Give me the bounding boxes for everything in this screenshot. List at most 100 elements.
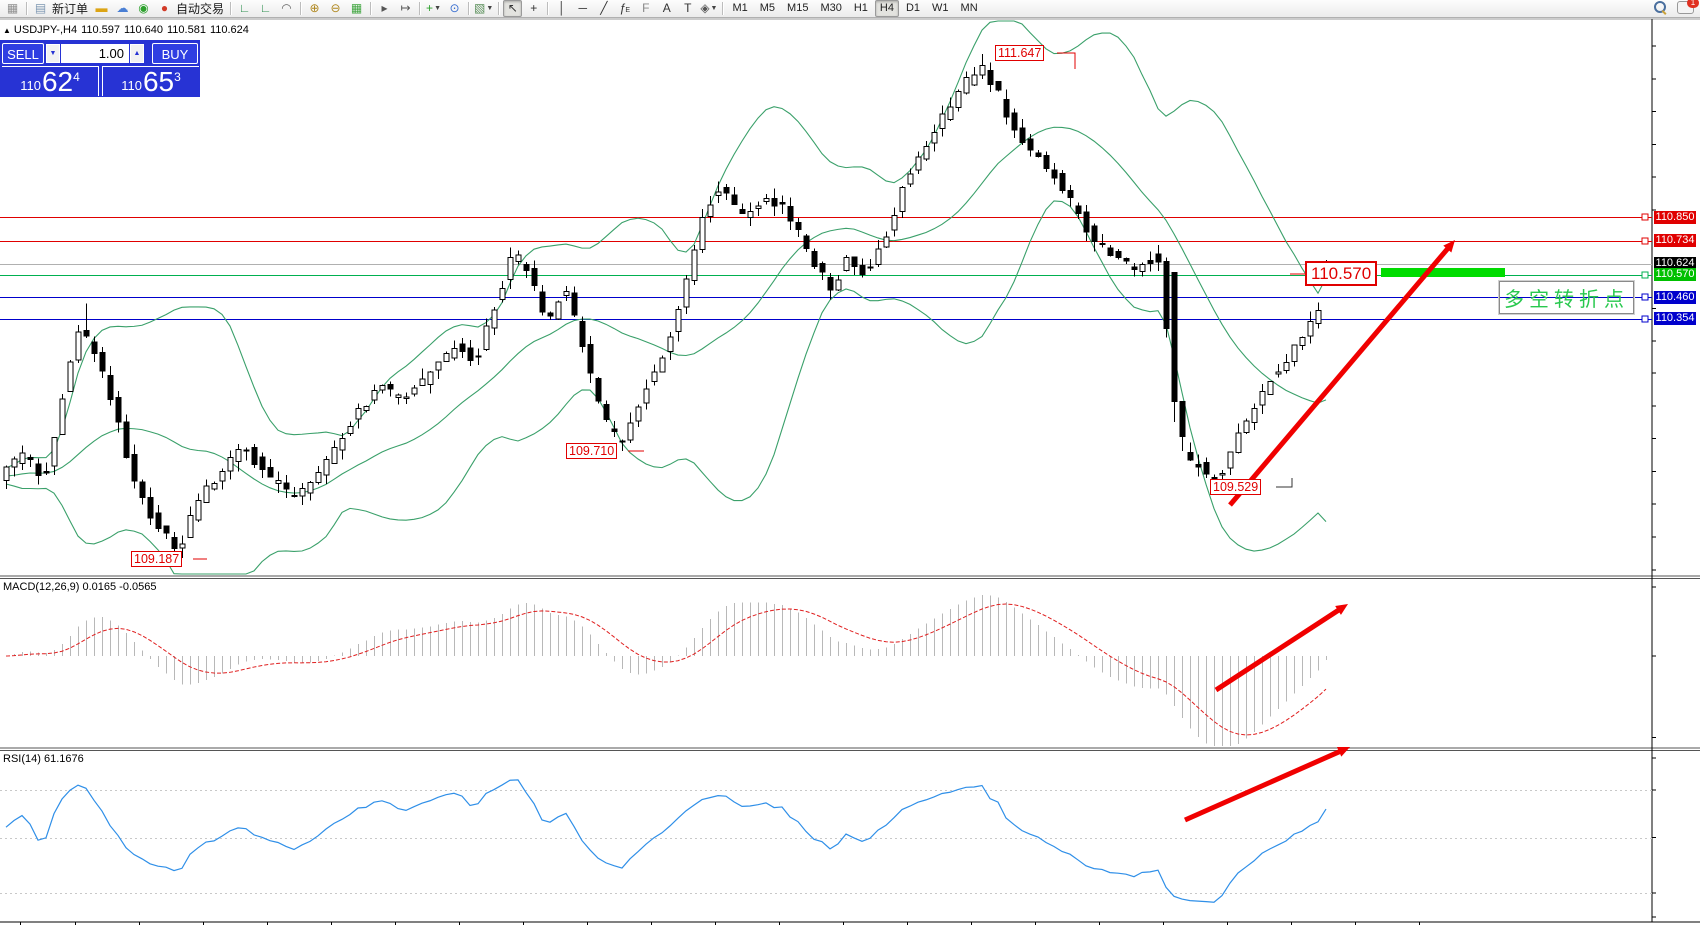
- price-level-label: 110.460: [1654, 290, 1696, 304]
- triangle-up-icon: ▲: [133, 50, 141, 57]
- timeframe-m15[interactable]: M15: [787, 2, 809, 14]
- sell-button[interactable]: SELL: [2, 43, 44, 64]
- trendline-icon[interactable]: ╱: [600, 1, 608, 15]
- symbol-info: ▲ USDJPY-,H4 110.597 110.640 110.581 110.624: [3, 24, 253, 36]
- sell-price-sup: 4: [73, 70, 80, 84]
- rsi-levels: [0, 790, 1652, 894]
- ohlc-open: 110.597: [81, 24, 121, 36]
- bollinger-bands: [5, 20, 1327, 575]
- triangle-down-icon: ▼: [49, 50, 57, 57]
- toolbar-separator: [722, 2, 724, 15]
- zoom-out-icon[interactable]: ⊖: [330, 1, 341, 15]
- navigator-icon[interactable]: ◠: [281, 1, 292, 15]
- buy-price[interactable]: 110 65 3: [102, 66, 199, 96]
- pane-borders: [0, 18, 1700, 925]
- zoom-in-icon[interactable]: ⊕: [309, 1, 320, 15]
- rsi-line: [5, 779, 1327, 903]
- macd-histogram: [6, 595, 1327, 746]
- text-icon[interactable]: A: [662, 1, 671, 15]
- toolbar-right-icons: 1: [1654, 0, 1699, 15]
- chart-type-icon[interactable]: ▧ ▼: [474, 1, 494, 15]
- shapes-icon[interactable]: ◈ ▼: [700, 1, 718, 15]
- volume-increase-button[interactable]: ▲: [130, 44, 144, 63]
- toolbar-separator: [230, 2, 232, 15]
- toolbar-separator: [26, 2, 27, 15]
- search-tail: [1661, 10, 1667, 15]
- price-level-label: 110.354: [1654, 312, 1696, 326]
- price-annotation[interactable]: 109.710: [566, 443, 618, 459]
- ohlc-high: 110.640: [124, 24, 163, 36]
- macd-label: MACD(12,26,9) 0.0165 -0.0565: [3, 581, 157, 593]
- vertical-line-icon[interactable]: │: [558, 1, 566, 15]
- highlight-bar[interactable]: [1381, 268, 1505, 277]
- price-level-label: 110.850: [1654, 210, 1696, 224]
- collapse-panel-icon[interactable]: ▲: [3, 26, 11, 35]
- sell-price[interactable]: 110 62 4: [2, 66, 99, 96]
- timeframe-m30[interactable]: M30: [820, 2, 842, 14]
- price-annotation[interactable]: 109.187: [131, 551, 183, 567]
- timeframe-h1[interactable]: H1: [853, 2, 868, 14]
- notification-badge: 1: [1687, 0, 1699, 8]
- chart-shift-icon[interactable]: ▸: [381, 1, 388, 15]
- volume-decrease-button[interactable]: ▼: [46, 44, 60, 63]
- symbol-name: USDJPY-,H4: [13, 24, 78, 36]
- price-level-label: 110.624: [1654, 257, 1696, 270]
- market-watch-icon[interactable]: ∟: [238, 1, 251, 15]
- autotrading-button[interactable]: ●: [160, 1, 169, 15]
- signals-icon[interactable]: ◉: [138, 1, 149, 15]
- add-indicator-icon[interactable]: + ▼: [426, 1, 441, 15]
- ohlc-close: 110.624: [209, 24, 249, 36]
- macd-signal-line: [5, 603, 1327, 736]
- timeframe-h4[interactable]: H4: [874, 0, 899, 17]
- timeframe-mn[interactable]: MN: [960, 2, 978, 14]
- toolbar-separator: [498, 2, 500, 15]
- toolbar-separator: [419, 2, 421, 15]
- buy-button[interactable]: BUY: [152, 43, 198, 64]
- price-annotation[interactable]: 110.570: [1305, 261, 1378, 286]
- price-annotation[interactable]: 111.647: [995, 45, 1045, 61]
- gold-chart-icon[interactable]: ▬: [95, 1, 108, 15]
- crosshair-icon[interactable]: +: [530, 1, 538, 15]
- timeframe-w1[interactable]: W1: [932, 2, 949, 14]
- new-order-button[interactable]: ▤: [34, 1, 47, 15]
- price-annotation[interactable]: 109.529: [1210, 479, 1262, 495]
- community-icon[interactable]: ☁: [116, 1, 129, 15]
- sell-price-main: 62: [41, 66, 74, 97]
- toolbar-separator: [468, 2, 470, 15]
- period-icon[interactable]: ⊙: [449, 1, 460, 15]
- timeframe-d1[interactable]: D1: [905, 2, 921, 14]
- tile-windows-icon[interactable]: ▦: [350, 1, 363, 15]
- sell-price-prefix: 110: [20, 78, 41, 93]
- volume-input[interactable]: [61, 44, 129, 63]
- horizontal-line-icon[interactable]: ─: [578, 1, 588, 15]
- chat-icon[interactable]: 1: [1677, 0, 1699, 14]
- cursor-icon[interactable]: ↖: [503, 0, 523, 17]
- rsi-label: RSI(14) 61.1676: [3, 753, 84, 765]
- price-level-label: 110.734: [1654, 234, 1696, 248]
- timeframe-m1[interactable]: M1: [732, 2, 748, 14]
- trend-arrows[interactable]: [1183, 240, 1455, 823]
- annotation-leader-lines: [193, 52, 1306, 560]
- ohlc-low: 110.581: [167, 24, 206, 36]
- fibonacci-fan-icon[interactable]: F: [642, 1, 650, 15]
- search-icon[interactable]: [1654, 1, 1667, 15]
- new-order-button-label[interactable]: 新订单: [52, 2, 89, 16]
- toolbar-separator: [547, 2, 549, 15]
- chart-window-icon[interactable]: ▦: [6, 1, 19, 15]
- buy-price-sup: 3: [174, 70, 181, 84]
- toolbar: ▦ ▤ 新订单 ▬ ☁ ◉ ● 自动交易 ∟ ∟ ◠ ⊕ ⊖ ▦ ▸ ↦ + ▼ ⊙ ▧ ▼ ↖ + │ ─ ╱ ƒ E F A T ◈ ▼ M1…: [0, 0, 1700, 18]
- search-lens: [1654, 1, 1666, 13]
- buy-price-prefix: 110: [121, 78, 142, 93]
- toolbar-separator: [300, 2, 302, 15]
- toolbar-separator: [370, 2, 372, 15]
- autotrading-button-label[interactable]: 自动交易: [176, 2, 225, 16]
- data-window-icon[interactable]: ∟: [259, 1, 272, 15]
- timeframe-m5[interactable]: M5: [759, 2, 776, 14]
- note-annotation[interactable]: 多空转折点: [1499, 281, 1634, 314]
- auto-scroll-icon[interactable]: ↦: [400, 1, 411, 15]
- label-icon[interactable]: T: [684, 1, 692, 15]
